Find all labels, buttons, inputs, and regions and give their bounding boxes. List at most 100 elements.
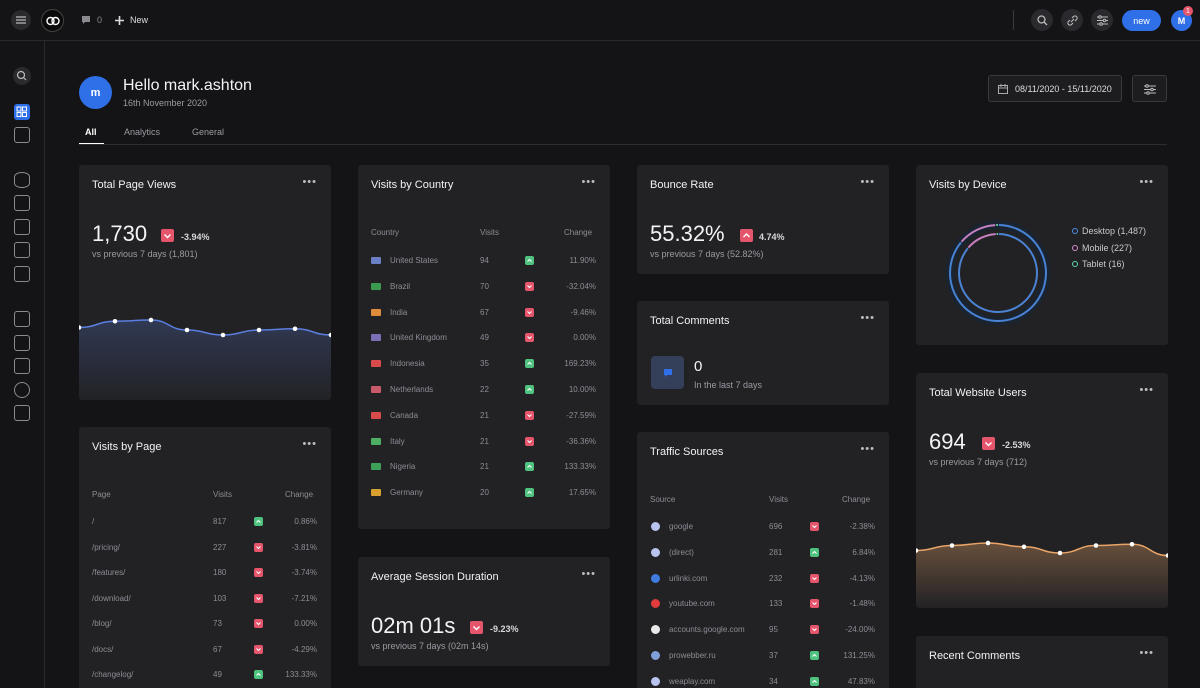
table-row[interactable]: /download/103 -7.21%: [79, 590, 331, 608]
chat-icon[interactable]: [14, 266, 30, 282]
chart-point[interactable]: [1021, 544, 1027, 550]
table-row[interactable]: /blog/73 0.00%: [79, 615, 331, 633]
date-range-picker[interactable]: 08/11/2020 - 15/11/2020: [988, 75, 1122, 102]
chart-point[interactable]: [148, 317, 154, 323]
table-row[interactable]: Germany 20 17.65%: [358, 484, 610, 502]
tab-all[interactable]: All: [85, 127, 97, 137]
sidebar: [0, 41, 45, 688]
table-row[interactable]: prowebber.ru 37 131.25%: [637, 647, 889, 665]
table-row[interactable]: accounts.google.com 95 -24.00%: [637, 621, 889, 639]
chart-point[interactable]: [985, 540, 991, 546]
table-row[interactable]: Brazil 70 -32.04%: [358, 278, 610, 296]
flag-icon: [371, 308, 381, 316]
more-options-icon[interactable]: •••: [1139, 647, 1154, 659]
chart-point[interactable]: [916, 548, 919, 553]
donut-slice[interactable]: [949, 224, 1047, 322]
chart-point[interactable]: [292, 326, 298, 332]
paint-icon[interactable]: [14, 311, 30, 327]
chart-point[interactable]: [1165, 553, 1168, 558]
main-content: m Hello mark.ashton 16th November 2020 0…: [45, 41, 1200, 688]
settings-icon[interactable]: [14, 382, 30, 398]
new-link[interactable]: New: [115, 14, 148, 26]
chart-point[interactable]: [256, 327, 262, 333]
more-options-icon[interactable]: •••: [302, 438, 317, 450]
layers-icon[interactable]: [14, 242, 30, 258]
more-options-icon[interactable]: •••: [860, 443, 875, 455]
source-visits: 232: [769, 573, 783, 583]
table-row[interactable]: United States 94 11.90%: [358, 252, 610, 270]
country-change: 10.00%: [568, 385, 596, 394]
tab-analytics[interactable]: Analytics: [124, 127, 161, 137]
filter-icon[interactable]: [14, 405, 30, 421]
donut-slice[interactable]: [960, 224, 996, 243]
chart-point[interactable]: [949, 543, 955, 548]
table-row[interactable]: google 696 -2.38%: [637, 518, 889, 536]
table-row[interactable]: Italy 21 -36.36%: [358, 433, 610, 451]
sliders-icon[interactable]: [1091, 9, 1113, 31]
down-arrow-icon: [525, 333, 534, 343]
more-options-icon[interactable]: •••: [302, 176, 317, 188]
filter-button[interactable]: [1132, 75, 1167, 102]
donut-slice-inner[interactable]: [967, 233, 996, 249]
table-row[interactable]: Canada 21 -27.59%: [358, 407, 610, 425]
link-icon[interactable]: [1061, 9, 1083, 31]
table-row[interactable]: weaplay.com 34 47.83%: [637, 673, 889, 688]
comments-button[interactable]: 0: [81, 14, 102, 26]
chart-point[interactable]: [79, 325, 82, 330]
table-row[interactable]: / 817 0.86%: [79, 513, 331, 531]
source-name: accounts.google.com: [669, 625, 745, 635]
table-row[interactable]: /features/180 -3.74%: [79, 564, 331, 582]
chart-point[interactable]: [184, 327, 190, 333]
chart-point[interactable]: [1057, 550, 1063, 556]
table-row[interactable]: Indonesia 35 169.23%: [358, 355, 610, 373]
country-change: 169.23%: [564, 359, 596, 369]
menu-icon[interactable]: [11, 10, 31, 30]
chart-point[interactable]: [220, 332, 226, 338]
database-icon[interactable]: [14, 172, 30, 188]
more-options-icon[interactable]: •••: [581, 568, 596, 580]
comments-sub: In the last 7 days: [694, 380, 763, 390]
more-options-icon[interactable]: •••: [860, 176, 875, 188]
table-row[interactable]: United Kingdom 49 0.00%: [358, 329, 610, 347]
chart-line: [79, 319, 331, 336]
table-row[interactable]: Netherlands 22 10.00%: [358, 381, 610, 399]
table-row[interactable]: urlinki.com 232 -4.13%: [637, 570, 889, 588]
chart-point[interactable]: [328, 332, 331, 338]
users-icon[interactable]: [14, 358, 30, 374]
bounce-rate-delta: 4.74%: [759, 232, 785, 242]
country-name: Nigeria: [390, 462, 416, 472]
table-row[interactable]: /changelog/49 133.33%: [79, 666, 331, 684]
more-options-icon[interactable]: •••: [581, 176, 596, 188]
country-visits: 20: [480, 488, 489, 498]
donut-slice-inner[interactable]: [958, 233, 1038, 313]
down-arrow-icon: [525, 436, 534, 446]
logo-icon[interactable]: [41, 9, 64, 32]
source-visits: 37: [769, 651, 778, 660]
chart-point[interactable]: [1129, 541, 1135, 547]
device-donut-chart: [945, 220, 1051, 326]
table-row[interactable]: India 67 -9.46%: [358, 304, 610, 322]
table-row[interactable]: /docs/67 -4.29%: [79, 641, 331, 659]
lightning-icon[interactable]: [14, 335, 30, 351]
flag-icon: [371, 360, 381, 368]
chart-point[interactable]: [1093, 543, 1099, 548]
dashboard-icon[interactable]: [14, 104, 30, 120]
chart-point[interactable]: [112, 318, 118, 324]
search-icon[interactable]: [1031, 9, 1053, 31]
country-visits: 21: [480, 462, 489, 472]
more-options-icon[interactable]: •••: [860, 312, 875, 324]
image-icon[interactable]: [14, 219, 30, 235]
table-row[interactable]: /pricing/227 -3.81%: [79, 539, 331, 557]
table-row[interactable]: Nigeria 21 133.33%: [358, 458, 610, 476]
profile-avatar: m: [79, 76, 112, 109]
apps-grid-icon[interactable]: [14, 127, 30, 143]
more-options-icon[interactable]: •••: [1139, 176, 1154, 188]
down-arrow-icon: [982, 437, 995, 450]
table-row[interactable]: (direct) 281 6.84%: [637, 544, 889, 562]
tab-general[interactable]: General: [192, 127, 225, 137]
sidebar-search-icon[interactable]: [13, 67, 31, 85]
page-icon[interactable]: [14, 195, 30, 211]
new-button[interactable]: new: [1122, 10, 1161, 31]
table-row[interactable]: youtube.com 133 -1.48%: [637, 595, 889, 613]
more-options-icon[interactable]: •••: [1139, 384, 1154, 396]
